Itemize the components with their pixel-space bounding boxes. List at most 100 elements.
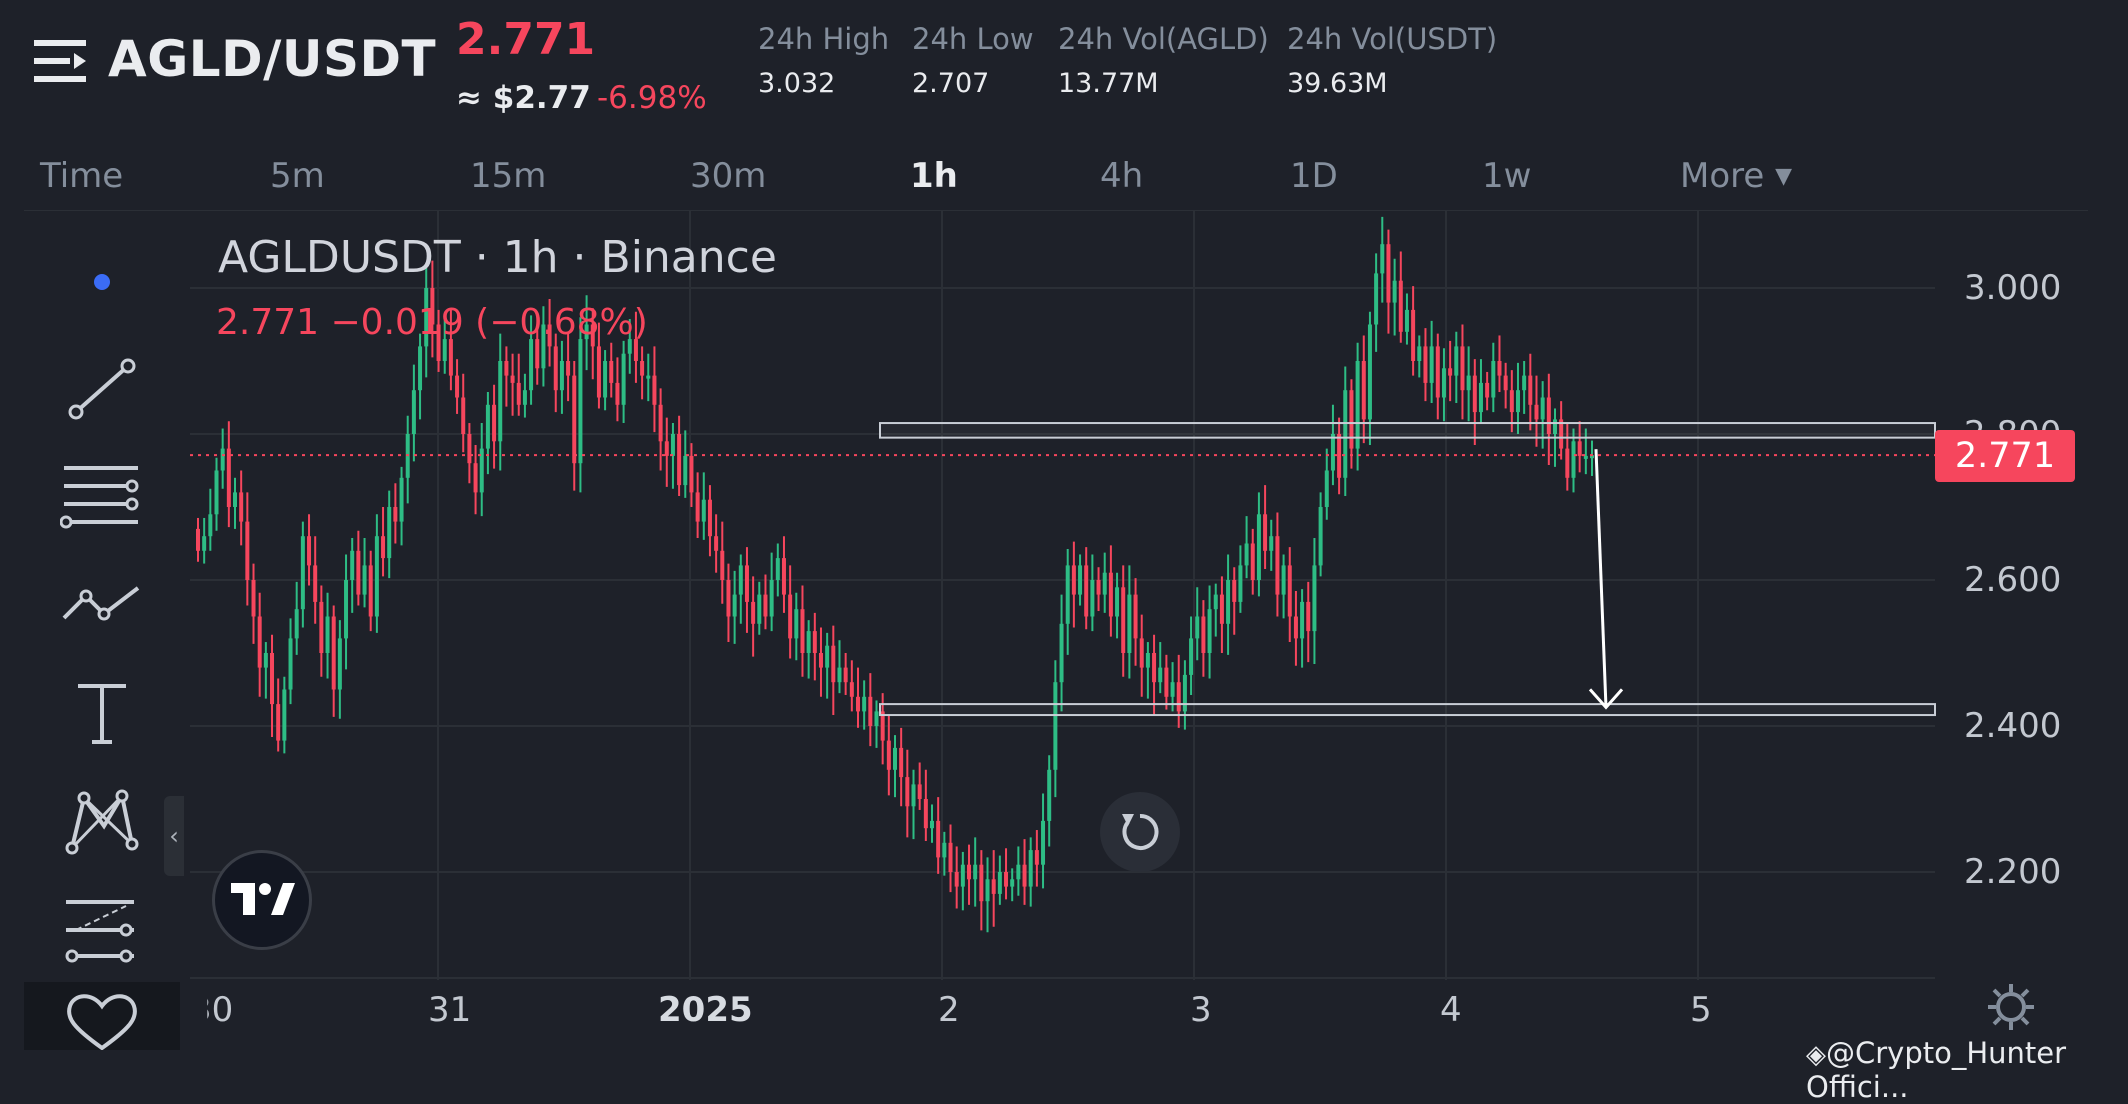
menu-icon[interactable] xyxy=(34,38,86,86)
candle-body xyxy=(874,711,879,726)
y-tick: 2.600 xyxy=(1964,560,2062,600)
candle-body xyxy=(553,346,558,391)
price-chart[interactable] xyxy=(190,210,1940,980)
candle-body xyxy=(991,879,996,894)
candle-body xyxy=(516,382,521,405)
pattern-icon[interactable] xyxy=(60,778,144,862)
x-tick: 2025 xyxy=(658,990,753,1030)
candle-body xyxy=(967,864,972,880)
binance-square-icon: ◈ xyxy=(1806,1040,1826,1070)
tab-1d[interactable]: 1D xyxy=(1290,156,1338,196)
candle-body xyxy=(695,492,700,522)
drawings[interactable] xyxy=(190,422,1936,717)
candle-body xyxy=(794,609,799,639)
candle-body xyxy=(1429,346,1434,383)
candle-body xyxy=(1047,769,1052,821)
y-tick: 2.200 xyxy=(1964,852,2062,892)
text-icon[interactable] xyxy=(60,672,144,756)
candle-body xyxy=(270,653,275,705)
candle-body xyxy=(1435,346,1440,398)
candle-body xyxy=(492,404,497,442)
tab-1w[interactable]: 1w xyxy=(1482,156,1532,196)
stat-low-value: 2.707 xyxy=(912,68,990,99)
stat-high-value: 3.032 xyxy=(758,68,836,99)
candle-body xyxy=(1053,682,1058,770)
candle-body xyxy=(738,565,743,595)
candle-body xyxy=(1182,674,1187,712)
candle-body xyxy=(1546,397,1551,434)
watermark: ◈@Crypto_Hunter Offici... xyxy=(1806,1036,2128,1104)
candle-body xyxy=(1164,667,1169,697)
candle-body xyxy=(1386,244,1391,303)
candle-body xyxy=(522,390,527,405)
candle-body xyxy=(1374,273,1379,325)
candle-body xyxy=(646,375,651,379)
candle-body xyxy=(1571,441,1576,478)
candle-body xyxy=(1176,682,1181,712)
candle-body xyxy=(979,864,984,902)
candle-body xyxy=(677,434,682,486)
candle-body xyxy=(307,536,312,566)
forecast-icon[interactable] xyxy=(60,888,144,972)
candle-body xyxy=(1404,309,1409,332)
tab-1h[interactable]: 1h xyxy=(910,156,958,196)
candle-body xyxy=(368,565,373,617)
candle-body xyxy=(547,324,552,347)
candle-body xyxy=(781,558,786,595)
tab-4h[interactable]: 4h xyxy=(1100,156,1144,196)
x-tick: 4 xyxy=(1440,990,1462,1030)
candle-body xyxy=(1497,361,1502,376)
candle-body xyxy=(683,455,688,486)
favorite-tool[interactable] xyxy=(24,982,180,1050)
candle-body xyxy=(911,784,916,807)
candle-body xyxy=(1411,309,1416,361)
pair-title[interactable]: AGLD/USDT xyxy=(108,30,437,88)
candle-body xyxy=(1078,565,1083,595)
x-tick: 5 xyxy=(1690,990,1712,1030)
candle-body xyxy=(239,492,244,522)
candle-body xyxy=(1195,616,1200,639)
tab-30m[interactable]: 30m xyxy=(690,156,767,196)
candle-body xyxy=(461,397,466,434)
candle-body xyxy=(788,594,793,639)
tab-time[interactable]: Time xyxy=(40,156,124,196)
candle-body xyxy=(220,448,225,471)
candle-body xyxy=(930,820,935,829)
candle-body xyxy=(1010,879,1015,887)
path-icon[interactable] xyxy=(60,566,144,650)
active-indicator-dot xyxy=(94,274,110,290)
collapse-toolbar-button[interactable]: ‹ xyxy=(164,796,184,876)
tab-5m[interactable]: 5m xyxy=(270,156,325,196)
candle-body xyxy=(1293,616,1298,639)
candle-body xyxy=(1472,375,1477,413)
candle-body xyxy=(720,550,725,580)
y-tick: 3.000 xyxy=(1964,268,2062,308)
candle-body xyxy=(664,441,669,456)
x-tick: 31 xyxy=(428,990,472,1030)
candle-body xyxy=(1577,441,1582,456)
candle-body xyxy=(1552,419,1557,434)
candle-body xyxy=(208,514,213,537)
horizontal-lines-icon[interactable] xyxy=(60,458,144,542)
candle-body xyxy=(825,645,830,668)
candle-body xyxy=(319,601,324,653)
tab-more-label: More xyxy=(1680,156,1765,196)
candle-body xyxy=(640,361,645,376)
candle-body xyxy=(1250,543,1255,580)
candle-body xyxy=(1269,536,1274,551)
reset-chart-button[interactable] xyxy=(1100,792,1180,872)
tab-more[interactable]: More ▼ xyxy=(1680,156,1792,196)
candle-body xyxy=(362,565,367,595)
candle-body xyxy=(837,667,842,683)
trend-line-icon[interactable] xyxy=(60,348,144,432)
candle-body xyxy=(276,704,281,741)
tradingview-logo[interactable] xyxy=(212,850,312,950)
change-percent: -6.98% xyxy=(597,80,707,116)
candle-body xyxy=(430,288,435,325)
candle-body xyxy=(893,747,897,770)
tab-15m[interactable]: 15m xyxy=(470,156,547,196)
candle-body xyxy=(997,872,1002,894)
x-tick: 2 xyxy=(938,990,960,1030)
candle-body xyxy=(1300,601,1305,639)
gear-icon[interactable] xyxy=(1986,982,2036,1032)
